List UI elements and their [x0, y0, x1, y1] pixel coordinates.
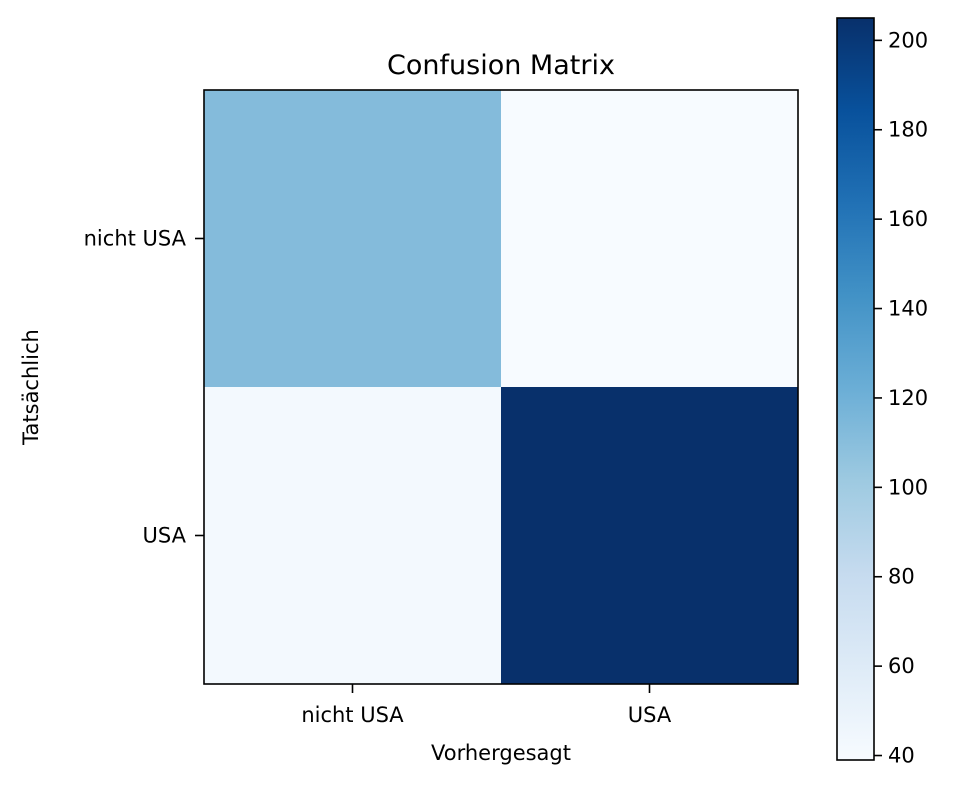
colorbar-tick-label: 80 — [888, 565, 915, 589]
colorbar-tick-label: 180 — [888, 118, 928, 142]
colorbar-tick-label: 100 — [888, 475, 928, 499]
heatmap-cell — [204, 387, 502, 685]
heatmap-cell — [501, 90, 799, 388]
y-axis-label: Tatsächlich — [19, 329, 43, 446]
heatmap-cell — [501, 387, 799, 685]
colorbar-ticks: 40 60 80 100 120 140 160 180 200 — [874, 28, 928, 768]
chart-title: Confusion Matrix — [387, 50, 615, 81]
plot-frame — [203, 89, 799, 685]
y-tick-label: nicht USA — [84, 227, 187, 251]
x-axis-label: Vorhergesagt — [431, 741, 571, 765]
colorbar-tick-label: 200 — [888, 28, 928, 52]
colorbar-tick-label: 140 — [888, 297, 928, 321]
heatmap-cells — [204, 90, 799, 685]
colorbar-tick-label: 40 — [888, 744, 915, 768]
colorbar-tick-label: 160 — [888, 207, 928, 231]
colorbar — [836, 17, 875, 761]
colorbar-tick-label: 60 — [888, 654, 915, 678]
colorbar-tick-label: 120 — [888, 386, 928, 410]
y-axis-ticks: nicht USA USA — [84, 227, 204, 548]
x-axis-ticks: nicht USA USA — [301, 684, 672, 727]
x-tick-label: USA — [628, 703, 672, 727]
x-tick-label: nicht USA — [301, 703, 404, 727]
heatmap-cell — [204, 90, 502, 388]
y-tick-label: USA — [143, 524, 187, 548]
